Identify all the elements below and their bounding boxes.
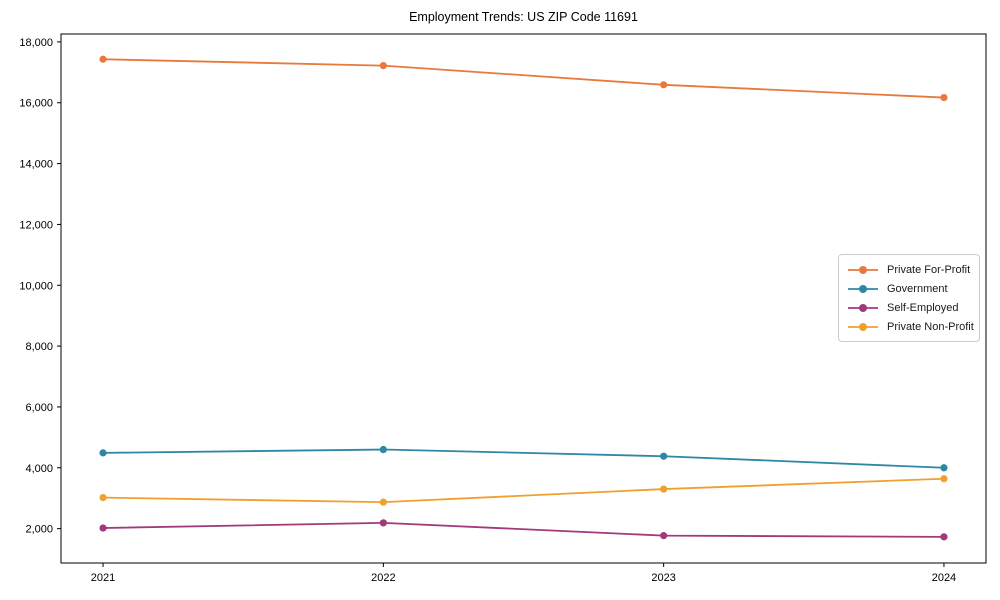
y-tick-label: 4,000 (25, 463, 53, 475)
legend-line-sample-icon (848, 284, 878, 293)
series-marker-government (379, 445, 387, 454)
legend-item-private-for-profit: Private For-Profit (847, 260, 971, 279)
series-line-private-for-profit (102, 58, 945, 99)
legend-line-sample-icon (848, 265, 878, 274)
series-marker-self-employed (379, 519, 387, 527)
series-marker-government (660, 452, 668, 460)
series-marker-private-for-profit (99, 55, 107, 63)
legend-label: Self-Employed (887, 301, 959, 314)
x-tick-label: 2021 (91, 572, 115, 584)
legend-item-self-employed: Self-Employed (847, 298, 971, 317)
y-tick-label: 14,000 (19, 159, 53, 171)
y-tick-label: 2,000 (25, 524, 53, 536)
y-tick-label: 16,000 (19, 98, 53, 110)
series-marker-private-non-profit (99, 493, 107, 502)
series-marker-private-non-profit (379, 498, 387, 506)
series-marker-private-for-profit (660, 81, 668, 89)
chart-title: Employment Trends: US ZIP Code 11691 (409, 10, 638, 24)
series-line-government (102, 448, 945, 469)
y-tick-label: 8,000 (25, 341, 53, 353)
series-marker-private-for-profit (379, 62, 387, 70)
series-marker-government (99, 449, 107, 457)
series-marker-private-non-profit (660, 485, 668, 493)
series-marker-self-employed (99, 524, 107, 532)
y-tick-label: 10,000 (19, 280, 53, 292)
plot-frame (60, 33, 987, 564)
legend: Private For-Profit Government Self-Employe… (838, 254, 980, 342)
legend-line-sample-icon (848, 322, 878, 331)
series-marker-private-for-profit (940, 93, 948, 102)
legend-line-sample-icon (848, 303, 878, 312)
y-tick-label: 12,000 (19, 219, 53, 231)
y-tick-label: 6,000 (25, 402, 53, 414)
series-marker-self-employed (660, 532, 668, 540)
legend-label: Government (887, 282, 948, 295)
series-line-private-non-profit (102, 477, 945, 504)
series-marker-self-employed (940, 533, 948, 541)
legend-label: Private For-Profit (887, 263, 971, 276)
legend-item-private-non-profit: Private Non-Profit (847, 317, 974, 336)
x-tick-label: 2024 (932, 572, 956, 584)
legend-label: Private Non-Profit (887, 320, 974, 333)
series-line-self-employed (102, 521, 945, 538)
legend-item-government: Government (847, 279, 971, 298)
series-marker-government (940, 464, 948, 472)
x-tick-label: 2022 (371, 572, 395, 584)
y-tick-label: 18,000 (19, 37, 53, 49)
x-tick-label: 2023 (651, 572, 675, 584)
series-marker-private-non-profit (940, 475, 948, 483)
